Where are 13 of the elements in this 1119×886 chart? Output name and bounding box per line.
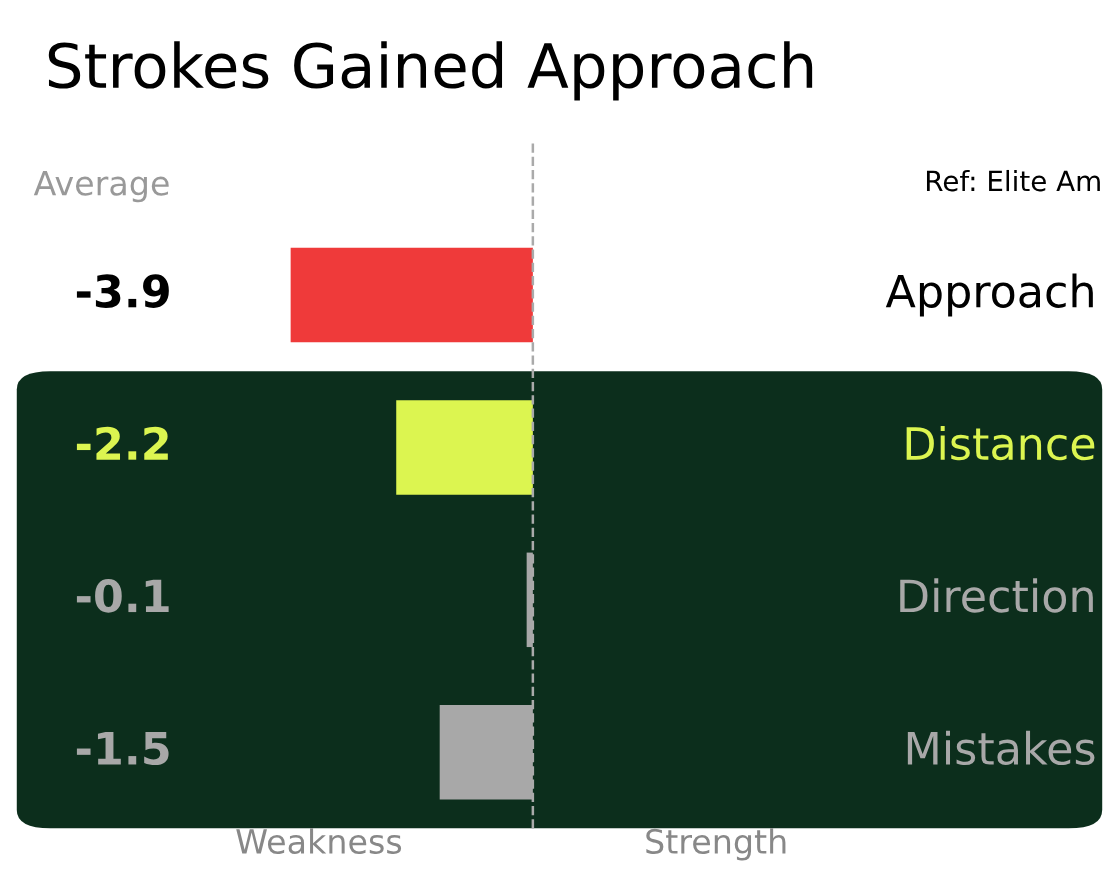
annotation: Weakness: [236, 828, 402, 855]
y-tick-label: Distance: [906, 425, 1095, 461]
data-label: -1.5: [76, 732, 169, 766]
text: Average: [33, 170, 169, 203]
y-tick-label: Direction: [900, 578, 1093, 613]
y-tick-label: Approach: [885, 273, 1093, 317]
text: Strength: [646, 828, 786, 861]
data-label: -3.9: [76, 274, 169, 308]
data-label: -2.2: [76, 426, 168, 460]
data-label: -0.1: [76, 579, 169, 613]
text: Ref: Elite Am: [926, 169, 1100, 192]
y-tick-label: Mistakes: [907, 730, 1095, 766]
chart-title: Strokes Gained Approach: [48, 41, 813, 101]
